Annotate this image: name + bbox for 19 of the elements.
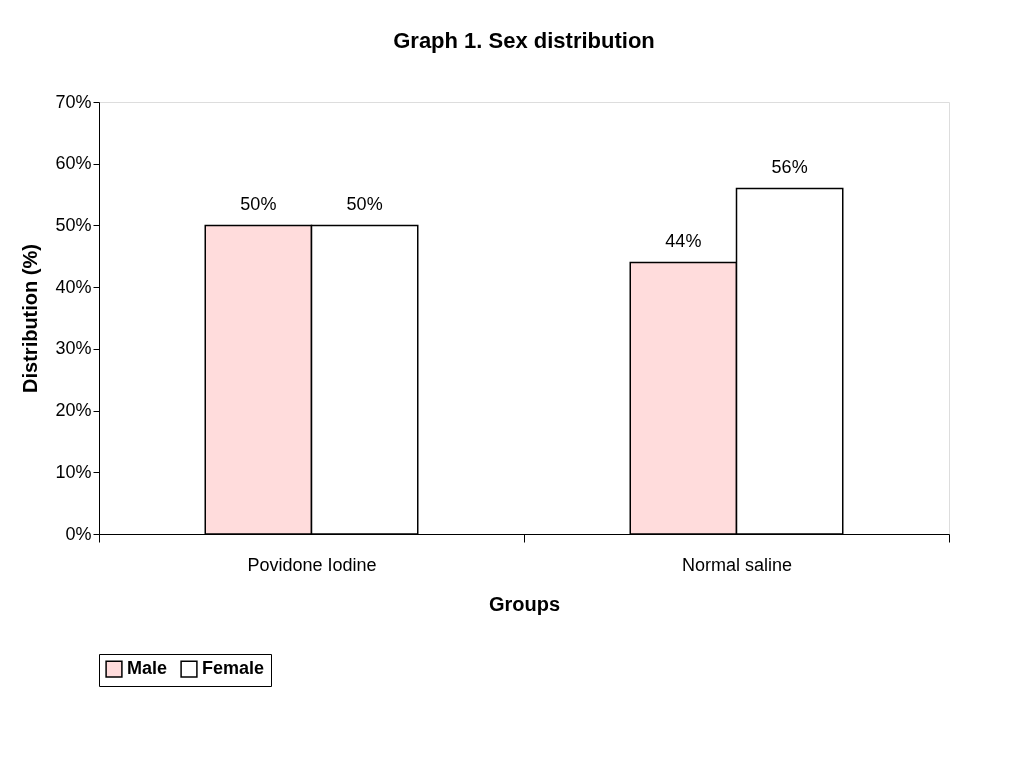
y-tick-label: 30% — [55, 338, 92, 359]
legend-label: Male — [127, 658, 168, 679]
x-tick-label: Povidone Iodine — [247, 554, 377, 575]
y-tick-label: 60% — [55, 153, 92, 174]
chart-title: Graph 1. Sex distribution — [393, 28, 655, 53]
data-label: 50% — [346, 194, 383, 215]
data-label: 50% — [240, 194, 277, 215]
y-axis-title: Distribution (%) — [19, 244, 42, 393]
data-label: 44% — [665, 231, 702, 252]
y-tick-label: 0% — [65, 523, 92, 544]
x-tick-label: Normal saline — [681, 554, 793, 575]
y-tick-label: 10% — [55, 461, 92, 482]
data-label: 56% — [771, 157, 808, 178]
y-tick-label: 70% — [55, 91, 92, 112]
x-axis-title: Groups — [488, 592, 561, 615]
y-tick-label: 20% — [55, 400, 92, 421]
legend-label: Female — [202, 658, 265, 679]
y-tick-label: 50% — [55, 214, 92, 235]
y-tick-label: 40% — [55, 276, 92, 297]
